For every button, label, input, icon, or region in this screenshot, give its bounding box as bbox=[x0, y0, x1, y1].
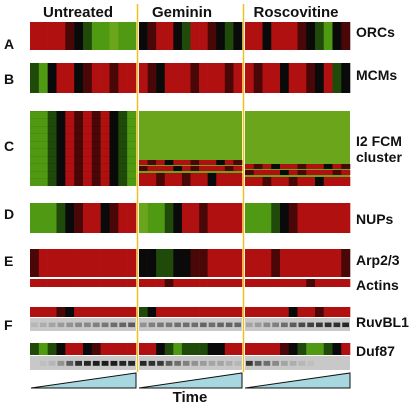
row-label-mcms: MCMs bbox=[356, 67, 397, 83]
row-label-i2-fcm: I2 FCM bbox=[356, 133, 402, 149]
heatmap-panel-a bbox=[30, 22, 351, 50]
heatmap-panel-e-actins bbox=[30, 279, 351, 287]
heatmap-panel-c bbox=[30, 111, 351, 186]
heatmap-panel-e-arp23 bbox=[30, 249, 351, 277]
row-label-ruvbl1: RuvBL1 bbox=[356, 314, 409, 330]
row-label-orcs: ORCs bbox=[356, 24, 395, 40]
row-label-cluster: cluster bbox=[356, 149, 402, 165]
heatmap-panel-f-duf87 bbox=[30, 343, 351, 355]
panel-letter-d: D bbox=[4, 206, 14, 222]
panel-letter-e: E bbox=[4, 253, 13, 269]
time-ramp-roscovitine bbox=[244, 372, 351, 389]
panel-letter-b: B bbox=[4, 71, 14, 87]
row-label-arp23: Arp2/3 bbox=[356, 252, 400, 268]
panel-letter-f: F bbox=[4, 317, 13, 333]
panel-letter-a: A bbox=[4, 36, 14, 52]
column-header-geminin: Geminin bbox=[152, 4, 212, 21]
heatmap-panel-d bbox=[30, 203, 351, 233]
time-ramp-geminin bbox=[138, 372, 243, 389]
column-header-roscovitine: Roscovitine bbox=[253, 4, 338, 21]
heatmap-panel-f-ruvbl1 bbox=[30, 307, 351, 317]
heatmap-panel-b bbox=[30, 63, 351, 93]
blot-panel-f-duf87 bbox=[30, 356, 350, 370]
blot-panel-f-ruvbl1 bbox=[30, 318, 350, 331]
panel-letter-c: C bbox=[4, 138, 14, 154]
column-header-untreated: Untreated bbox=[43, 4, 113, 21]
row-label-duf87: Duf87 bbox=[356, 343, 395, 359]
time-ramp-untreated bbox=[30, 372, 137, 389]
row-label-nups: NUPs bbox=[356, 211, 394, 227]
x-axis-label: Time bbox=[173, 389, 208, 405]
row-label-actins: Actins bbox=[356, 277, 399, 293]
